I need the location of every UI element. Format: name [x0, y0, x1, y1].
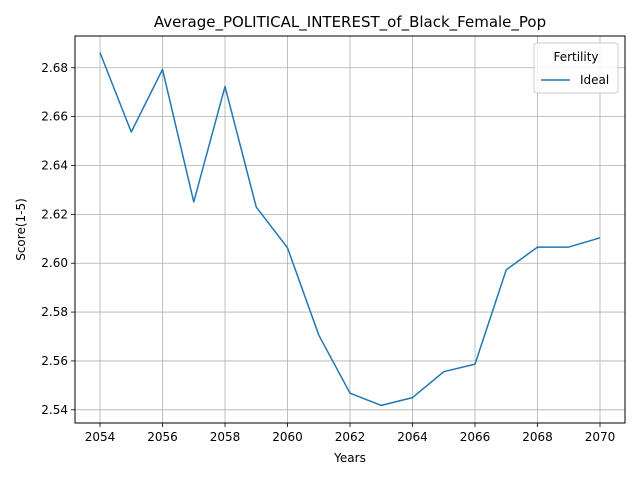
x-axis-label: Years: [333, 451, 366, 465]
data-point: [442, 370, 445, 373]
legend-label-ideal: Ideal: [580, 73, 609, 87]
y-tick-label: 2.68: [41, 61, 68, 75]
x-tick-label: 2064: [397, 430, 428, 444]
x-tick-label: 2056: [147, 430, 178, 444]
data-point: [255, 206, 258, 209]
legend: Fertility Ideal: [533, 42, 619, 94]
data-point: [411, 396, 414, 399]
data-point: [380, 404, 383, 407]
series-layer: [99, 51, 602, 407]
grid-lines: [75, 36, 625, 423]
y-tick-label: 2.66: [41, 110, 68, 124]
data-point: [474, 363, 477, 366]
x-axis-ticks: 2054 2056 2058 2060 2062 2064 2066 2068 2070: [85, 423, 616, 444]
x-tick-label: 2062: [335, 430, 366, 444]
x-tick-label: 2070: [585, 430, 616, 444]
data-point: [536, 246, 539, 249]
x-tick-label: 2054: [85, 430, 116, 444]
legend-title: Fertility: [553, 50, 598, 64]
y-tick-label: 2.60: [41, 256, 68, 270]
data-point: [567, 246, 570, 249]
y-tick-label: 2.62: [41, 207, 68, 221]
data-point: [224, 85, 227, 88]
data-point: [505, 268, 508, 271]
data-point: [349, 392, 352, 395]
x-tick-label: 2068: [522, 430, 553, 444]
y-axis-ticks: 2.54 2.56 2.58 2.60 2.62 2.64 2.66 2.68: [41, 61, 75, 417]
data-point: [192, 200, 195, 203]
data-point: [130, 131, 133, 134]
data-point: [317, 334, 320, 337]
x-tick-label: 2060: [272, 430, 303, 444]
x-tick-label: 2058: [210, 430, 241, 444]
series-line-ideal: [99, 52, 601, 407]
data-point: [599, 236, 602, 239]
data-point: [99, 51, 102, 54]
x-tick-label: 2066: [460, 430, 491, 444]
y-tick-label: 2.64: [41, 158, 68, 172]
y-tick-label: 2.58: [41, 305, 68, 319]
y-axis-label: Score(1-5): [14, 198, 28, 261]
data-point: [161, 68, 164, 71]
y-tick-label: 2.56: [41, 354, 68, 368]
y-tick-label: 2.54: [41, 403, 68, 417]
chart-title: Average_POLITICAL_INTEREST_of_Black_Fema…: [154, 13, 546, 32]
data-point: [286, 246, 289, 249]
